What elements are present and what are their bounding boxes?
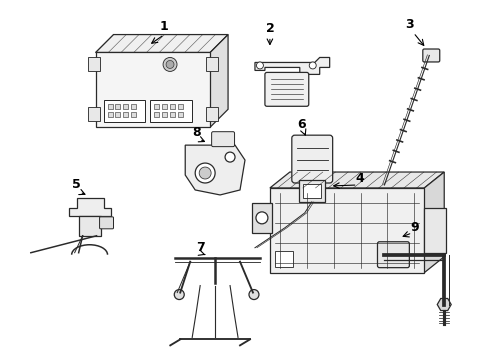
Bar [131,104,136,109]
Text: 2: 2 [265,22,274,35]
Text: 9: 9 [409,221,418,234]
Bar [274,251,292,267]
Circle shape [255,212,267,224]
Circle shape [199,167,211,179]
Bar [178,104,183,109]
Circle shape [224,152,235,162]
Bar [251,203,271,233]
Circle shape [163,58,177,71]
Text: 4: 4 [354,171,363,185]
Polygon shape [95,35,227,53]
Polygon shape [210,35,227,127]
Text: 8: 8 [191,126,200,139]
FancyBboxPatch shape [422,49,439,62]
Polygon shape [68,198,110,216]
Polygon shape [269,172,443,188]
FancyBboxPatch shape [100,217,113,229]
Text: 7: 7 [195,241,204,254]
Circle shape [195,163,215,183]
Bar [87,107,100,121]
Bar [115,104,120,109]
FancyBboxPatch shape [211,132,234,147]
Text: 5: 5 [72,179,81,192]
Text: 6: 6 [297,118,305,131]
Circle shape [174,289,184,300]
Bar [298,180,324,202]
Bar [424,208,446,253]
Bar [170,112,175,117]
Circle shape [308,62,316,69]
Polygon shape [436,298,450,311]
Polygon shape [185,145,244,195]
Bar [206,58,218,71]
Circle shape [166,60,174,68]
Text: 3: 3 [404,18,413,31]
Bar [150,100,192,122]
Bar [302,184,320,198]
Bar [206,107,218,121]
Polygon shape [424,172,443,273]
Bar [154,112,159,117]
Circle shape [248,289,259,300]
FancyBboxPatch shape [291,135,332,183]
Bar [162,104,167,109]
Bar [154,104,159,109]
Bar [131,112,136,117]
Bar [107,104,112,109]
Bar [103,100,145,122]
Bar [162,112,167,117]
Bar [269,188,424,273]
Polygon shape [254,58,329,75]
Bar [123,112,128,117]
FancyBboxPatch shape [377,242,408,268]
Bar [178,112,183,117]
FancyBboxPatch shape [264,72,308,106]
Bar [170,104,175,109]
Text: 1: 1 [160,20,168,33]
Bar [87,58,100,71]
Bar [107,112,112,117]
Bar [123,104,128,109]
Bar [95,53,210,127]
Circle shape [256,62,263,69]
Bar [79,216,101,236]
Bar [115,112,120,117]
